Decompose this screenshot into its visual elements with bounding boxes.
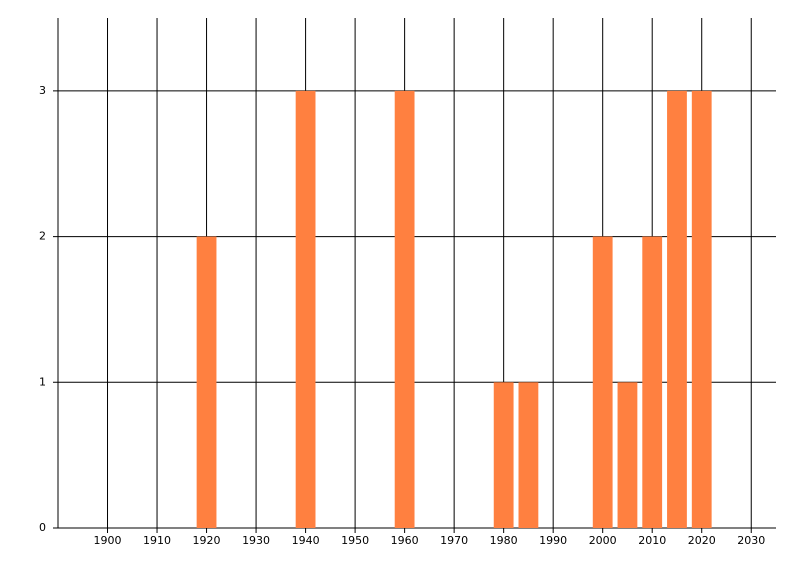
x-tick-label: 1940	[292, 534, 320, 547]
x-tick-label: 2010	[638, 534, 666, 547]
bar	[667, 90, 687, 528]
x-tick-label: 1980	[490, 534, 518, 547]
x-tick-label: 2030	[737, 534, 765, 547]
bar	[518, 382, 539, 528]
bar	[617, 382, 638, 528]
bar	[196, 236, 217, 529]
x-tick-label: 1970	[440, 534, 468, 547]
bar	[642, 236, 663, 529]
x-tick-label: 1900	[94, 534, 122, 547]
x-tick-label: 1950	[341, 534, 369, 547]
y-tick-label: 1	[39, 375, 46, 388]
x-tick-label: 2000	[589, 534, 617, 547]
bar	[493, 382, 514, 528]
y-tick-label: 0	[39, 521, 46, 534]
bar	[295, 90, 316, 528]
bar	[394, 90, 415, 528]
x-tick-label: 1920	[193, 534, 221, 547]
y-tick-label: 3	[39, 84, 46, 97]
x-tick-label: 1930	[242, 534, 270, 547]
bar	[592, 236, 613, 529]
x-tick-label: 1910	[143, 534, 171, 547]
x-tick-label: 2020	[688, 534, 716, 547]
y-tick-label: 2	[39, 230, 46, 243]
x-tick-label: 1990	[539, 534, 567, 547]
bar	[691, 90, 712, 528]
x-tick-label: 1960	[391, 534, 419, 547]
